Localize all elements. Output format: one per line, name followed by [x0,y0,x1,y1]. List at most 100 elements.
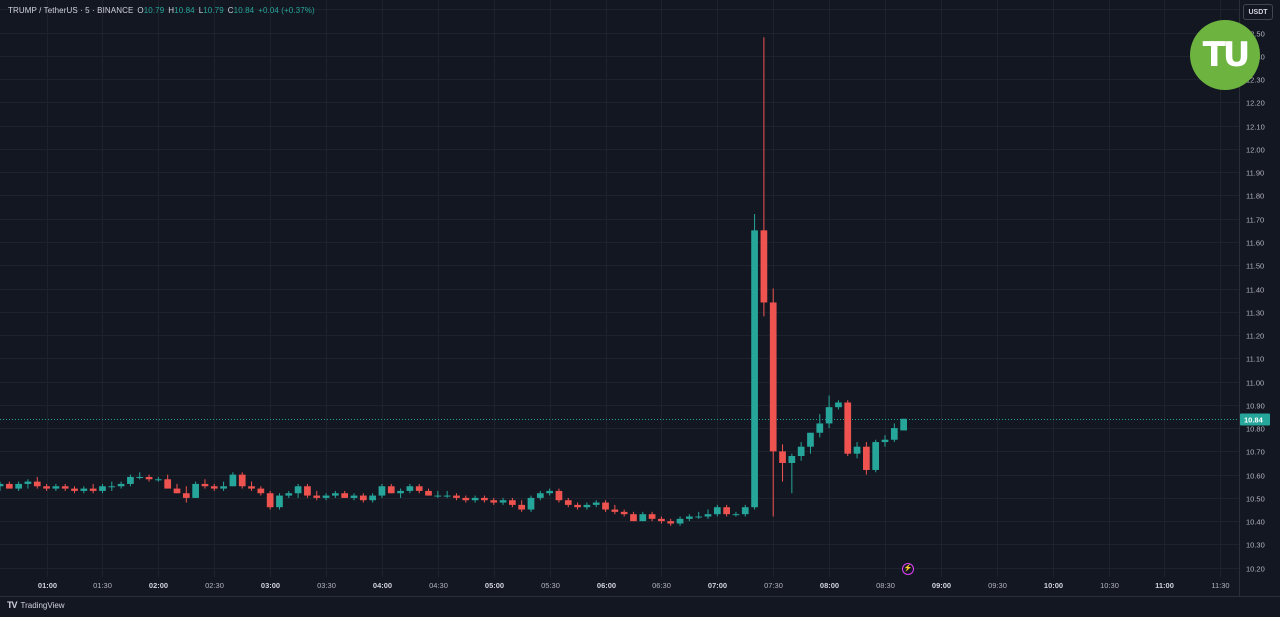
price-tick-label: 10.50 [1246,495,1265,504]
time-tick-label: 04:30 [429,581,448,590]
candle-body [415,486,423,491]
candle-body [723,507,730,515]
candle-body [741,507,749,515]
candle-body [359,495,367,501]
candle-body [844,402,852,454]
time-tick-label: 06:00 [597,581,616,590]
candle-body [294,486,302,494]
candle-body [406,486,414,491]
time-tick-label: 05:00 [485,581,504,590]
price-tick-label: 10.30 [1246,541,1265,550]
candle-body [71,488,78,491]
tu-logo: TU [1190,20,1260,90]
candle-body [825,407,833,424]
event-marker-icon[interactable]: ⚡ [902,563,914,575]
time-tick-label: 09:30 [988,581,1007,590]
candle-body [769,302,777,452]
candle-body [686,516,693,519]
price-tick-label: 10.80 [1246,425,1265,434]
candle-body [881,439,889,443]
price-tick-label: 11.30 [1246,309,1264,318]
high-label: H [168,6,175,15]
candle-body [592,502,600,505]
candle-body [509,500,516,505]
candle-body [378,486,386,496]
candle-body [127,476,134,484]
price-tick-label: 10.20 [1246,565,1265,574]
candle-body [229,474,237,487]
candle-body [108,486,116,488]
time-tick-label: 11:00 [1155,581,1174,590]
time-tick-label: 05:30 [541,581,560,590]
candle-body [155,479,162,481]
high-value: 10.84 [174,6,195,15]
price-tick-label: 11.90 [1246,169,1264,178]
time-tick-label: 02:30 [205,581,224,590]
candle-body [52,486,60,489]
candle-body [182,493,190,498]
candle-body [15,483,22,489]
candle-body [387,486,395,494]
candle-body [443,495,451,497]
tradingview-brand[interactable]: TV TradingView [7,600,65,610]
price-tick-label: 12.30 [1246,76,1265,85]
candle-body [564,500,572,505]
time-tick-label: 03:00 [261,581,280,590]
time-tick-label: 07:00 [708,581,727,590]
candle-body [248,486,255,489]
price-tick-label: 11.10 [1246,355,1264,364]
candle-body [835,402,842,408]
candle-body [630,514,637,522]
candle-body [369,495,376,501]
candle-body [583,504,591,508]
candle-body [713,507,721,515]
close-label: C [227,6,234,15]
price-tick-label: 10.40 [1246,518,1265,527]
candle-body [117,483,125,487]
symbol-label[interactable]: TRUMP / TetherUS · 5 · BINANCE [8,6,134,15]
candle-body [639,514,647,522]
candle-body [332,493,339,496]
candle-body [704,514,712,517]
candle-body [145,476,153,480]
candle-body [667,521,675,524]
candle-body [33,481,41,487]
time-tick-label: 10:30 [1100,581,1119,590]
price-tick-label: 10.70 [1246,448,1265,457]
candle-body [620,511,628,515]
candle-body [285,493,293,496]
candle-body [313,495,321,498]
currency-button[interactable]: USDT [1243,4,1273,20]
candle-body [853,446,861,454]
candle-body [481,497,488,501]
candle-body [863,446,870,470]
tradingview-logo-icon: TV [7,600,17,610]
candle-body [201,483,209,487]
candle-body [257,488,265,494]
price-tick-label: 10.60 [1246,472,1265,481]
price-tick-label: 11.70 [1246,216,1264,225]
price-tick-label: 11.80 [1246,192,1264,201]
bottom-bar [0,596,1280,617]
candle-body [732,514,740,516]
time-axis: 01:00 01:30 02:00 02:30 03:00 03:30 04:00 04:30… [38,581,1230,590]
candle-body [434,495,442,497]
open-value: 10.79 [143,6,165,15]
candle-body [872,442,880,470]
time-tick-label: 03:30 [317,581,336,590]
candle-body [555,490,563,501]
candle-body [518,504,526,510]
candle-body [99,486,106,491]
price-axis: 10.20 10.30 10.40 10.50 10.60 10.70 10.80 10.90… [1239,0,1280,596]
candle-body [341,493,349,498]
change-value: +0.04 (+0.37%) [258,6,315,15]
candle-body [751,230,758,508]
candle-body [900,418,907,431]
candle-body [807,432,814,447]
candle-body [546,490,553,494]
candle-body [797,446,805,457]
candle-body [602,502,609,510]
candle-body [453,495,460,498]
candles [0,37,907,526]
